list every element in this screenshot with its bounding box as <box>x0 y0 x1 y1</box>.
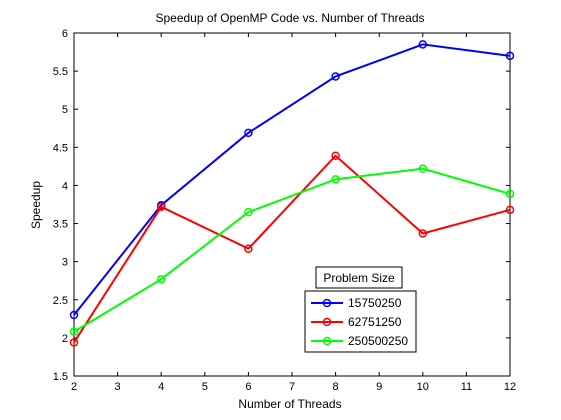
y-axis-label: Speedup <box>29 181 43 229</box>
x-tick-label: 11 <box>461 381 472 393</box>
data-point <box>505 205 515 215</box>
legend-title: Problem Size <box>323 271 395 285</box>
y-tick-label: 4.5 <box>53 142 68 154</box>
y-tick-label: 6 <box>62 28 68 40</box>
legend-label: 250500250 <box>348 334 408 348</box>
y-axis-ticks: 1.5 2 2.5 3 3.5 4 4.5 5 5.5 6 <box>53 28 510 383</box>
x-tick-label: 9 <box>376 381 382 393</box>
data-point <box>505 189 515 199</box>
series-line <box>73 154 511 344</box>
data-point <box>418 164 428 173</box>
data-point <box>244 244 253 253</box>
series-line <box>73 43 511 316</box>
legend-swatch-marker <box>322 336 332 346</box>
x-tick-label: 7 <box>289 381 295 393</box>
y-tick-label: 1.5 <box>53 371 68 383</box>
x-tick-label: 6 <box>245 381 251 393</box>
data-point <box>69 310 79 320</box>
legend-label: 62751250 <box>348 315 402 329</box>
x-axis-label: Number of Threads <box>238 397 341 411</box>
x-tick-label: 2 <box>71 381 77 393</box>
series-layer <box>69 40 515 347</box>
data-point <box>418 40 428 49</box>
legend-swatch-marker <box>322 317 332 327</box>
y-tick-label: 3 <box>62 257 68 269</box>
series-15750250 <box>69 40 515 320</box>
x-tick-label: 4 <box>158 381 164 393</box>
data-point <box>331 72 340 81</box>
series-250500250 <box>69 164 515 337</box>
legend: 15750250 62751250 250500250 <box>304 290 417 353</box>
series-62751250 <box>69 151 515 347</box>
series-line <box>73 167 511 333</box>
x-tick-label: 12 <box>504 381 516 393</box>
legend-entry: 62751250 <box>311 315 402 329</box>
data-point <box>156 274 166 284</box>
x-tick-label: 5 <box>202 381 208 393</box>
legend-title-box: Problem Size <box>315 266 403 289</box>
legend-swatch-marker <box>322 298 332 308</box>
data-point <box>69 327 79 337</box>
chart-title: Speedup of OpenMP Code vs. Number of Thr… <box>155 11 424 25</box>
x-tick-label: 8 <box>333 381 339 393</box>
x-axis-ticks: 2 3 4 5 6 7 8 9 10 11 12 <box>71 33 516 393</box>
data-point <box>331 151 340 160</box>
legend-entry: 250500250 <box>311 334 408 348</box>
y-tick-label: 2.5 <box>53 295 68 307</box>
x-tick-label: 10 <box>417 381 429 393</box>
data-point <box>156 202 166 212</box>
y-tick-label: 4 <box>62 180 68 192</box>
data-point <box>244 128 253 138</box>
plot-frame <box>73 32 511 377</box>
data-point <box>418 229 428 238</box>
y-tick-label: 5.5 <box>53 66 68 78</box>
y-tick-label: 3.5 <box>53 219 68 231</box>
data-point <box>244 207 253 217</box>
data-point <box>69 338 79 347</box>
y-tick-label: 2 <box>62 333 68 345</box>
data-point <box>331 175 340 184</box>
y-tick-label: 5 <box>62 104 68 116</box>
legend-label: 15750250 <box>348 296 402 310</box>
data-point <box>505 51 515 61</box>
legend-entry: 15750250 <box>311 296 402 310</box>
x-tick-label: 3 <box>115 381 121 393</box>
